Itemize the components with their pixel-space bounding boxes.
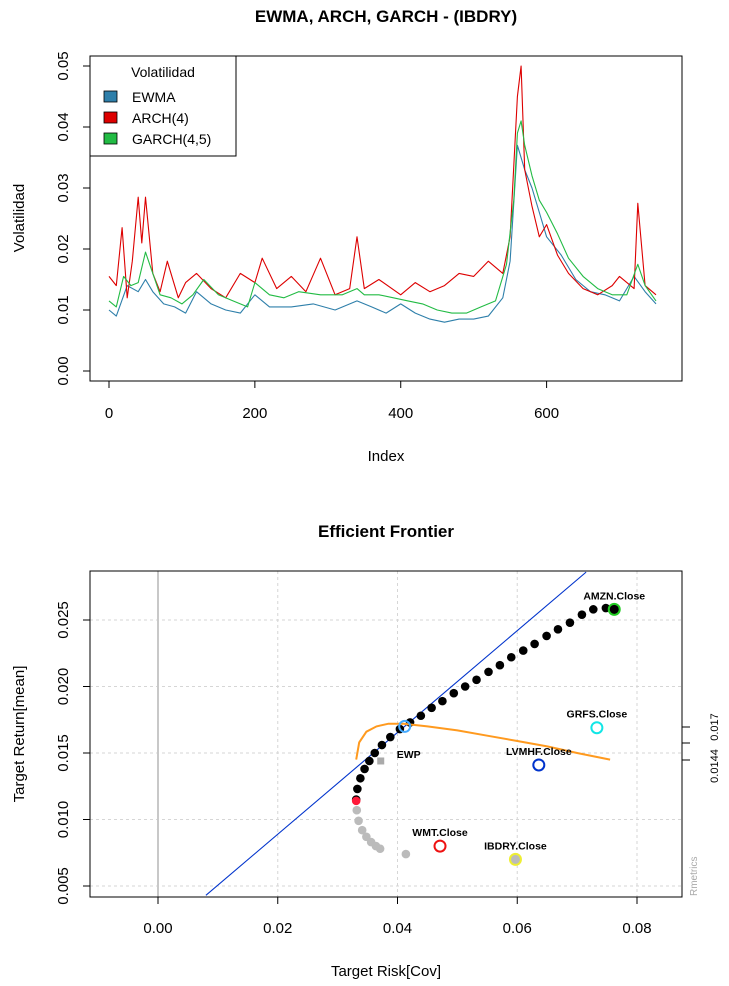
frontier-point-efficient	[460, 682, 470, 691]
frontier-point-inefficient	[375, 844, 385, 854]
y-tick-label: 0.025	[55, 601, 72, 639]
x-tick-label: 0.04	[383, 920, 412, 937]
minimum-variance-point	[351, 796, 361, 806]
y-tick-label: 0.00	[55, 356, 72, 385]
chart2-grid	[90, 571, 682, 897]
y-tick-label: 0.015	[55, 734, 72, 772]
frontier-point-inefficient	[357, 825, 367, 835]
y-tick-label: 0.05	[55, 51, 72, 80]
x-tick-label: 0.08	[622, 920, 651, 937]
frontier-point-efficient	[353, 784, 362, 794]
asset-label: LVMHF.Close	[506, 746, 572, 758]
frontier-point-efficient	[506, 652, 516, 662]
chart1-x-axis: 0 200 400 600	[105, 380, 559, 422]
y-tick-label: 0.005	[55, 867, 72, 905]
chart2-x-label: Target Risk[Cov]	[331, 963, 441, 980]
legend-entry-arch: ARCH(4)	[132, 110, 189, 126]
x-tick-label: 0.06	[503, 920, 532, 937]
sharpe-ratio-curve	[355, 722, 611, 761]
chart1-legend: Volatilidad EWMA ARCH(4) GARCH(4,5)	[89, 55, 237, 157]
frontier-point-efficient	[530, 639, 539, 649]
frontier-point-inefficient	[401, 849, 411, 859]
legend-entry-garch: GARCH(4,5)	[132, 131, 211, 147]
frontier-marks	[205, 571, 621, 896]
frontier-point-efficient	[370, 748, 380, 758]
frontier-point-inefficient	[354, 816, 363, 826]
asset-point	[532, 758, 546, 772]
rmetrics-watermark: Rmetrics	[689, 857, 700, 896]
asset-label: IBDRY.Close	[484, 840, 547, 852]
x-tick-label: 0	[105, 405, 113, 422]
x-tick-label: 0.02	[263, 920, 292, 937]
y-tick-label: 0.020	[55, 668, 72, 706]
frontier-point-efficient	[449, 688, 459, 698]
asset-label: WMT.Close	[412, 827, 468, 839]
y-tick-label: 0.01	[55, 295, 72, 324]
legend-swatch-garch	[103, 132, 118, 145]
legend-entry-ewma: EWMA	[132, 89, 176, 105]
equal-weights-portfolio-marker	[377, 757, 385, 765]
right-tick-label: 0.017	[709, 713, 721, 741]
frontier-point-efficient	[484, 667, 493, 677]
frontier-point-efficient	[553, 625, 563, 634]
frontier-point-efficient	[356, 773, 365, 783]
x-tick-label: 0.00	[143, 920, 172, 937]
asset-label: GRFS.Close	[567, 709, 628, 721]
y-tick-label: 0.010	[55, 801, 72, 839]
tangency-portfolio-point	[398, 719, 412, 733]
frontier-point-efficient	[542, 631, 551, 641]
frontier-point-efficient	[472, 675, 481, 685]
chart1-y-axis: 0.00 0.01 0.02 0.03 0.04 0.05	[55, 51, 91, 386]
volatility-chart: EWMA, ARCH, GARCH - (IBDRY) 0 200 400 600 0…	[11, 7, 683, 465]
x-tick-label: 600	[534, 405, 559, 422]
chart1-y-label: Volatilidad	[11, 184, 28, 252]
frontier-point-efficient	[438, 696, 447, 706]
asset-point	[433, 839, 447, 853]
frontier-point-efficient	[588, 605, 598, 614]
x-tick-label: 200	[242, 405, 267, 422]
asset-point	[508, 852, 522, 866]
chart2-x-axis: 0.00 0.02 0.04 0.06 0.08	[143, 896, 652, 937]
chart2-y-axis: 0.005 0.010 0.015 0.020 0.025	[55, 601, 91, 905]
frontier-point-efficient	[377, 740, 387, 750]
frontier-point-efficient	[565, 618, 575, 627]
y-tick-label: 0.04	[55, 112, 72, 141]
right-tick-label: 0.0144	[709, 749, 721, 783]
chart2-right-axis: 0.017 0.0144	[681, 713, 721, 783]
tangency-line	[205, 571, 587, 896]
chart1-plot-area	[108, 65, 657, 323]
frontier-point-efficient	[518, 646, 528, 655]
frontier-point-efficient	[365, 756, 374, 766]
frontier-point-inefficient	[352, 805, 362, 815]
series-line-ewma	[108, 144, 657, 323]
legend-swatch-arch	[103, 111, 118, 124]
chart2-title: Efficient Frontier	[318, 522, 454, 541]
frontier-point-efficient	[577, 610, 587, 619]
equal-weights-portfolio-label: EWP	[397, 749, 421, 761]
chart2-y-label: Target Return[mean]	[11, 666, 28, 803]
frontier-point-efficient	[427, 703, 436, 713]
frontier-point-efficient	[495, 660, 505, 670]
series-line-garch-4-5	[108, 120, 657, 314]
efficient-frontier-chart: Efficient Frontier EWP AMZN.Close GRFS.Clo…	[11, 522, 721, 980]
frontier-point-efficient	[360, 764, 369, 774]
frontier-point-efficient	[416, 711, 426, 721]
chart2-plot-area: EWP AMZN.Close GRFS.Close LVMHF.Close WMT.Cl…	[205, 571, 645, 896]
x-tick-label: 400	[388, 405, 413, 422]
asset-point	[590, 721, 604, 735]
legend-swatch-ewma	[103, 90, 118, 103]
frontier-point-efficient	[386, 732, 395, 742]
legend-title: Volatilidad	[131, 64, 195, 80]
asset-label: AMZN.Close	[583, 590, 645, 602]
y-tick-label: 0.03	[55, 173, 72, 202]
y-tick-label: 0.02	[55, 234, 72, 263]
series-line-arch-4	[108, 65, 657, 299]
asset-point	[607, 602, 621, 616]
chart1-x-label: Index	[368, 448, 405, 465]
chart1-title: EWMA, ARCH, GARCH - (IBDRY)	[255, 7, 517, 26]
